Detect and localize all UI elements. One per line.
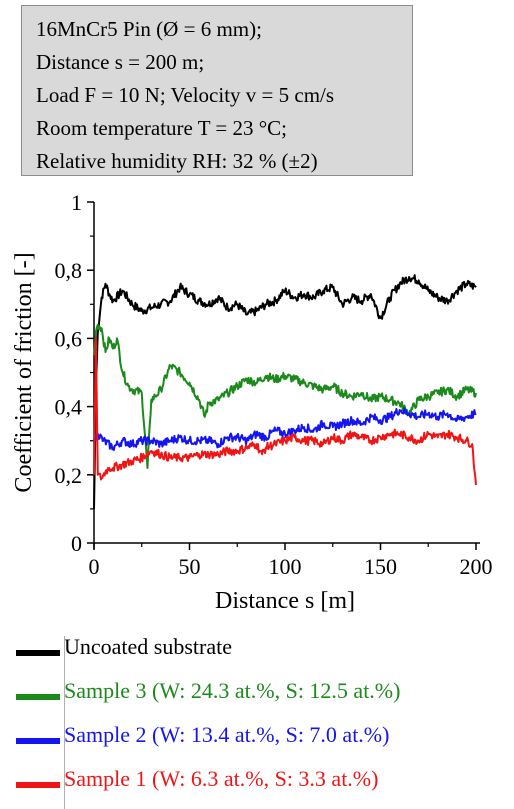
y-tick-label: 0,4: [55, 395, 83, 420]
x-tick-label: 150: [364, 554, 397, 579]
x-tick-label: 200: [460, 554, 493, 579]
series-line-3: [93, 407, 477, 451]
chart-series: [93, 274, 477, 509]
legend-item: Sample 3 (W: 24.3 at.%, S: 12.5 at.%): [8, 674, 514, 718]
info-line-pin: 16MnCr5 Pin (Ø = 6 mm);: [36, 17, 262, 41]
y-tick-label: 1: [71, 190, 82, 215]
y-tick-label: 0,2: [55, 463, 83, 488]
legend-item: Sample 2 (W: 13.4 at.%, S: 7.0 at.%): [8, 718, 514, 762]
legend-label: Sample 2 (W: 13.4 at.%, S: 7.0 at.%): [64, 722, 390, 747]
legend-label: Sample 1 (W: 6.3 at.%, S: 3.3 at.%): [64, 766, 379, 791]
info-line-load-velocity: Load F = 10 N; Velocity v = 5 cm/s: [36, 83, 335, 107]
friction-chart: 0 50 100 150 200 0 0,2 0,4 0,6 0,8 1 Distance s [m]…: [11, 190, 493, 614]
info-line-temperature: Room temperature T = 23 °C;: [36, 116, 288, 140]
legend-item: Uncoated substrate: [8, 630, 514, 674]
x-axis-title: Distance s [m]: [215, 588, 355, 614]
test-conditions-box: 16MnCr5 Pin (Ø = 6 mm); Distance s = 200…: [21, 5, 413, 176]
legend-item: Sample 1 (W: 6.3 at.%, S: 3.3 at.%): [8, 762, 514, 806]
legend-label: Sample 3 (W: 24.3 at.%, S: 12.5 at.%): [64, 678, 401, 703]
x-tick-label: 100: [269, 554, 302, 579]
chart-labels: 0 50 100 150 200 0 0,2 0,4 0,6 0,8 1 Distance s [m]…: [11, 190, 493, 614]
info-line-humidity: Relative humidity RH: 32 % (±2): [36, 149, 318, 173]
y-tick-label: 0,8: [55, 258, 83, 283]
legend-swatch: [16, 738, 60, 744]
series-line-4: [93, 337, 477, 486]
info-line-distance: Distance s = 200 m;: [36, 50, 205, 74]
legend-swatch: [16, 650, 60, 656]
x-tick-label: 0: [89, 554, 100, 579]
legend-swatch: [16, 782, 60, 788]
x-tick-label: 50: [179, 554, 201, 579]
y-tick-label: 0,6: [55, 326, 83, 351]
series-line-1: [93, 274, 477, 509]
y-tick-label: 0: [71, 531, 82, 556]
legend: Uncoated substrate Sample 3 (W: 24.3 at.%…: [8, 630, 514, 806]
legend-divider: [64, 636, 65, 809]
y-axis-title: Coefficient of friction [-]: [11, 252, 37, 492]
legend-label: Uncoated substrate: [64, 634, 232, 659]
legend-swatch: [16, 694, 60, 700]
series-line-2: [93, 323, 477, 469]
